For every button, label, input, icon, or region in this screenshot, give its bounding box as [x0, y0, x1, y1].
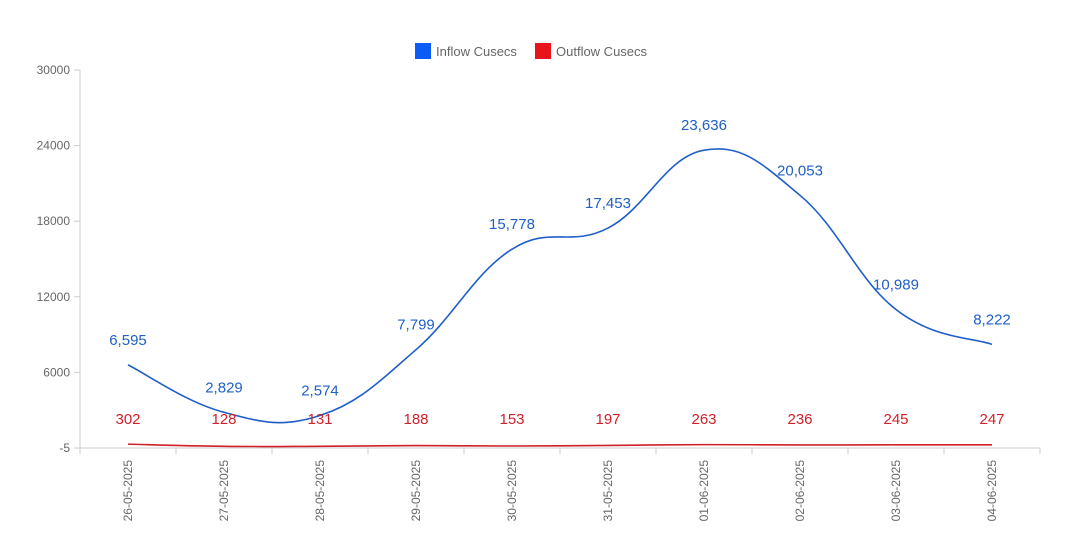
inflow-data-label: 23,636	[681, 117, 727, 134]
outflow-data-label: 153	[499, 411, 524, 428]
legend: Inflow Cusecs Outflow Cusecs	[415, 43, 648, 59]
outflow-data-label: 247	[979, 411, 1004, 428]
y-tick-label: 24000	[37, 139, 71, 153]
outflow-data-label: 263	[691, 411, 716, 428]
y-axis-ticks: 30000 24000 18000 12000 6000 -5	[37, 63, 80, 455]
legend-swatch-outflow	[535, 43, 551, 59]
series-lines	[127, 148, 993, 448]
x-tick-label: 27-05-2025	[217, 460, 231, 522]
outflow-data-label: 188	[403, 411, 428, 428]
inflow-data-label: 8,222	[973, 311, 1011, 328]
outflow-data-label: 128	[211, 411, 236, 428]
x-tick-label: 28-05-2025	[313, 460, 327, 522]
outflow-data-label: 245	[883, 411, 908, 428]
inflow-data-label: 7,799	[397, 317, 435, 334]
inflow-data-label: 20,053	[777, 162, 823, 179]
data-labels: 6,595 2,829 2,574 7,799 15,778 17,453 23,636 20…	[109, 117, 1011, 428]
x-axis-ticks: 26-05-2025 27-05-2025 28-05-2025 29-05-2025…	[79, 448, 1041, 522]
x-tick-label: 26-05-2025	[121, 460, 135, 522]
inflow-data-label: 15,778	[489, 216, 535, 233]
inflow-data-label: 10,989	[873, 276, 919, 293]
outflow-data-label: 131	[307, 411, 332, 428]
x-tick-label: 01-06-2025	[697, 460, 711, 522]
legend-label-inflow: Inflow Cusecs	[436, 44, 517, 59]
outflow-series-line	[127, 443, 993, 448]
x-tick-label: 02-06-2025	[793, 460, 807, 522]
outflow-data-label: 302	[115, 411, 140, 428]
legend-swatch-inflow	[415, 43, 431, 59]
outflow-data-label: 197	[595, 411, 620, 428]
x-tick-label: 03-06-2025	[889, 460, 903, 522]
outflow-data-label: 236	[787, 411, 812, 428]
inflow-data-label: 6,595	[109, 332, 147, 349]
inflow-data-label: 2,829	[205, 379, 243, 396]
inflow-series-line	[127, 148, 993, 424]
x-tick-label: 04-06-2025	[985, 460, 999, 522]
x-tick-label: 29-05-2025	[409, 460, 423, 522]
y-tick-label: 6000	[43, 365, 70, 379]
legend-label-outflow: Outflow Cusecs	[556, 44, 648, 59]
y-tick-label: 18000	[37, 214, 71, 228]
inflow-data-label: 2,574	[301, 383, 339, 400]
inflow-data-label: 17,453	[585, 195, 631, 212]
y-tick-label: 30000	[37, 63, 71, 77]
y-tick-label: 12000	[37, 290, 71, 304]
x-tick-label: 31-05-2025	[601, 460, 615, 522]
x-tick-label: 30-05-2025	[505, 460, 519, 522]
y-tick-label: -5	[59, 441, 70, 455]
